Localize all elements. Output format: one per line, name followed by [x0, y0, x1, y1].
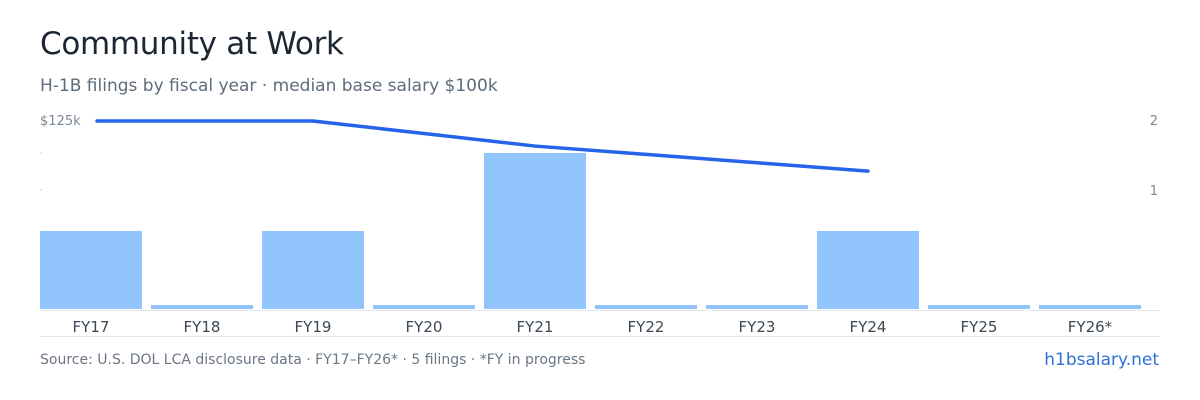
chart-subtitle: H-1B filings by fiscal year · median bas…: [40, 76, 498, 96]
bar-fy24: [817, 231, 919, 309]
bar-fy18: [151, 305, 253, 309]
bar-fy23: [706, 305, 808, 309]
source-note: Source: U.S. DOL LCA disclosure data · F…: [40, 352, 586, 368]
bar-fy25: [928, 305, 1030, 309]
y-left-tick-label: $125k: [40, 114, 81, 129]
x-tick-label: FY21: [517, 318, 554, 336]
bar-fy17: [40, 231, 142, 309]
x-tick-label: FY18: [184, 318, 221, 336]
chart-title: Community at Work: [40, 26, 344, 62]
x-tick-label: FY25: [961, 318, 998, 336]
x-tick-label: FY22: [628, 318, 665, 336]
x-tick-label: FY17: [73, 318, 110, 336]
brand-link[interactable]: h1bsalary.net: [1044, 350, 1159, 370]
gridline-marker: [40, 152, 42, 154]
y-right-tick-label: 2: [1150, 114, 1158, 129]
x-tick-label: FY23: [739, 318, 776, 336]
y-right-tick-label: 1: [1150, 184, 1158, 199]
gridline-marker: [40, 189, 42, 191]
bar-fy20: [373, 305, 475, 309]
salary-line: [95, 119, 870, 173]
x-tick-label: FY26*: [1068, 318, 1113, 336]
bar-fy22: [595, 305, 697, 309]
x-tick-label: FY19: [295, 318, 332, 336]
bar-fy21: [484, 153, 586, 309]
bar-fy26-partial: [1039, 305, 1141, 309]
bar-fy19: [262, 231, 364, 309]
x-tick-label: FY24: [850, 318, 887, 336]
x-tick-label: FY20: [406, 318, 443, 336]
